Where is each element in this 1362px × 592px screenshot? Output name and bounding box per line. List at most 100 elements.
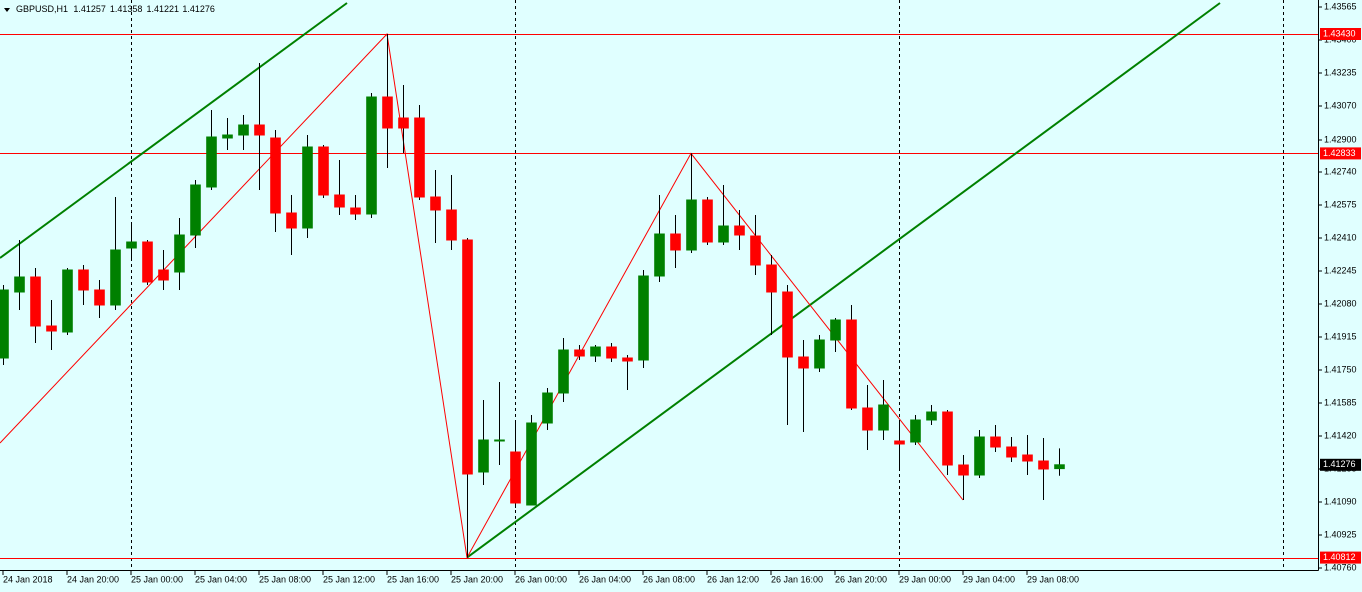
x-tick-label: 25 Jan 12:00: [323, 574, 375, 584]
level-box: [1320, 147, 1361, 160]
y-tick-label: 1.41915: [1324, 331, 1357, 341]
candle-body: [190, 184, 201, 236]
candle-body: [14, 276, 25, 293]
candle-body: [142, 241, 153, 283]
channel-line: [466, 2, 1221, 559]
y-tick-label: 1.42575: [1324, 199, 1357, 209]
candle-body: [110, 249, 121, 306]
candle-body: [510, 451, 521, 504]
y-tick-label: 1.42410: [1324, 232, 1357, 242]
candle-body: [622, 357, 633, 362]
y-tick-label: 1.43565: [1324, 1, 1357, 11]
candle-body: [878, 404, 889, 431]
current-price-box: [1320, 458, 1361, 471]
candle-body: [158, 269, 169, 281]
x-tick-label: 26 Jan 08:00: [643, 574, 695, 584]
candle-body: [46, 325, 57, 332]
y-tick-label: 1.43235: [1324, 67, 1357, 77]
x-tick-label: 25 Jan 08:00: [259, 574, 311, 584]
x-tick-label: 25 Jan 04:00: [195, 574, 247, 584]
candle-body: [302, 146, 313, 229]
plot-area: [0, 0, 1318, 570]
candle-body: [494, 439, 505, 442]
candle-body: [990, 436, 1001, 448]
candle-body: [750, 235, 761, 266]
candle-body: [382, 96, 393, 129]
candle-body: [782, 291, 793, 358]
candle-body: [718, 225, 729, 243]
candle-body: [654, 233, 665, 277]
y-tick-label: 1.41090: [1324, 496, 1357, 506]
x-tick-label: 24 Jan 2018: [3, 574, 53, 584]
candle-body: [702, 199, 713, 243]
candle-body: [1006, 446, 1017, 458]
candle-body: [798, 356, 809, 369]
candle-body: [526, 422, 537, 506]
candle-body: [398, 117, 409, 129]
candle-body: [846, 319, 857, 409]
level-label: 1.42833: [1323, 148, 1356, 158]
candle-body: [670, 233, 681, 251]
candle-body: [830, 319, 841, 341]
candle-body: [222, 134, 233, 139]
current-price-label: 1.41276: [1323, 459, 1356, 469]
x-tick-label: 26 Jan 12:00: [707, 574, 759, 584]
candle-body: [558, 349, 569, 394]
x-tick-label: 25 Jan 16:00: [387, 574, 439, 584]
candle-body: [926, 411, 937, 421]
header-close: 1.41276: [182, 4, 215, 14]
menu-arrow[interactable]: [4, 8, 10, 12]
candle-body: [958, 464, 969, 476]
candle-body: [126, 241, 137, 249]
candle-body: [254, 124, 265, 136]
level-label: 1.40812: [1323, 552, 1356, 562]
candle-body: [1022, 454, 1033, 462]
candle-body: [910, 419, 921, 443]
x-tick-label: 29 Jan 00:00: [899, 574, 951, 584]
y-tick-label: 1.42900: [1324, 134, 1357, 144]
candle-body: [478, 439, 489, 473]
chart-header: GBPUSD,H1 1.41257 1.41358 1.41221 1.41276: [16, 4, 215, 14]
channel-line: [0, 2, 348, 259]
candle-body: [862, 407, 873, 431]
y-tick-label: 1.42080: [1324, 298, 1357, 308]
y-tick-label: 1.43070: [1324, 100, 1357, 110]
level-label: 1.43430: [1323, 28, 1356, 38]
y-tick-label: 1.41750: [1324, 364, 1357, 374]
candle-body: [942, 411, 953, 466]
x-tick-label: 24 Jan 20:00: [67, 574, 119, 584]
candle-body: [974, 436, 985, 476]
candle-body: [734, 225, 745, 236]
candle-body: [606, 346, 617, 359]
x-tick-label: 26 Jan 00:00: [515, 574, 567, 584]
candle-body: [1038, 460, 1049, 470]
y-tick-label: 1.41585: [1324, 397, 1357, 407]
candle-body: [78, 269, 89, 291]
candle-body: [686, 199, 697, 251]
y-tick-label: 1.42245: [1324, 265, 1357, 275]
candle-body: [1054, 464, 1065, 470]
candle-body: [174, 234, 185, 273]
candle-body: [350, 207, 361, 215]
candle-body: [430, 196, 441, 211]
x-tick-label: 29 Jan 08:00: [1027, 574, 1079, 584]
x-tick-label: 26 Jan 04:00: [579, 574, 631, 584]
candle-body: [574, 349, 585, 357]
candle-body: [0, 289, 9, 359]
candle-body: [638, 275, 649, 361]
candle-body: [542, 392, 553, 424]
x-tick-label: 26 Jan 20:00: [835, 574, 887, 584]
header-low: 1.41221: [146, 4, 179, 14]
x-tick-label: 25 Jan 00:00: [131, 574, 183, 584]
y-tick-label: 1.41420: [1324, 430, 1357, 440]
level-box: [1320, 28, 1361, 40]
candle-body: [30, 276, 41, 327]
candle-body: [334, 194, 345, 208]
y-tick-label: 1.40925: [1324, 529, 1357, 539]
candle-body: [318, 146, 329, 196]
candle-body: [894, 440, 905, 445]
header-high: 1.41358: [110, 4, 143, 14]
level-box: [1320, 551, 1361, 564]
candle-body: [94, 289, 105, 306]
